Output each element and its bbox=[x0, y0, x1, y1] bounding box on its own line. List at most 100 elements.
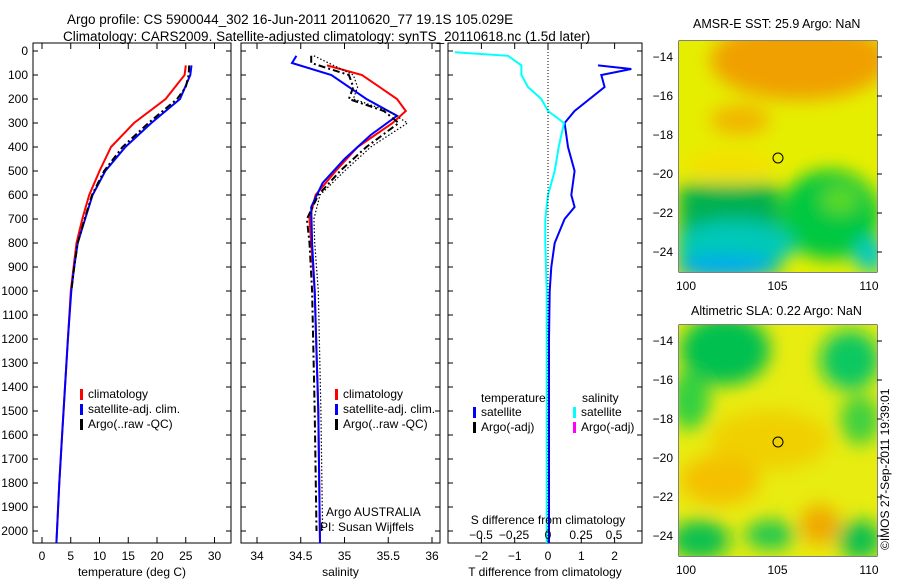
map-y-tick-label: −22 bbox=[653, 490, 674, 504]
map-x-tick-label: 105 bbox=[767, 563, 787, 577]
y-tick-label: 600 bbox=[8, 188, 28, 202]
legend-label: satellite-adj. clim. bbox=[343, 402, 435, 416]
series-line-climatology bbox=[55, 65, 187, 544]
legend-swatch bbox=[473, 407, 476, 418]
annotation-pi: PI: Susan Wijffels bbox=[320, 520, 414, 534]
title-line-2: Climatology: CARS2009. Satellite-adjuste… bbox=[63, 29, 591, 44]
sla-map-title: Altimetric SLA: 0.22 Argo: NaN bbox=[691, 304, 862, 318]
argo-location-marker bbox=[772, 436, 784, 448]
legend-label: Argo(..raw -QC) bbox=[343, 417, 428, 431]
x-tick-label: 0 bbox=[545, 549, 552, 563]
plot-frame bbox=[32, 42, 232, 544]
legend-swatch bbox=[335, 404, 338, 415]
legend-label: satellite-adj. clim. bbox=[88, 402, 180, 416]
x-tick-label: 25 bbox=[179, 549, 193, 563]
y-tick-label: 1900 bbox=[1, 500, 28, 514]
map-x-tick-label: 110 bbox=[859, 563, 878, 577]
series-line-t-satellite bbox=[548, 64, 632, 543]
sst-map bbox=[679, 41, 877, 272]
s-tick-label: 0 bbox=[545, 528, 552, 542]
map-x-tick-label: 110 bbox=[859, 279, 878, 293]
y-tick-label: 1300 bbox=[1, 356, 28, 370]
y-tick-label: 1500 bbox=[1, 404, 28, 418]
x-tick-label: 36 bbox=[425, 549, 439, 563]
map-x-tick-label: 100 bbox=[676, 279, 696, 293]
map-y-tick-label: −18 bbox=[653, 412, 674, 426]
x-tick-label: 1 bbox=[578, 549, 585, 563]
legend-header-temperature: temperature bbox=[481, 391, 546, 405]
map-y-tick-label: −24 bbox=[653, 529, 674, 543]
legend-swatch bbox=[335, 419, 338, 430]
map-y-tick-label: −18 bbox=[653, 128, 674, 142]
series-line-argo-raw-qc- bbox=[70, 65, 191, 292]
annotation-argo-australia: Argo AUSTRALIA bbox=[326, 505, 421, 519]
y-tick-label: 300 bbox=[8, 116, 28, 130]
x-axis-label: T difference from climatology bbox=[468, 565, 622, 579]
x-tick-label: 15 bbox=[122, 549, 136, 563]
y-tick-label: 0 bbox=[21, 44, 28, 58]
map-x-tick-label: 105 bbox=[767, 279, 787, 293]
sla-map bbox=[679, 325, 877, 556]
legend-label: climatology bbox=[88, 387, 148, 401]
s-tick-label: 0.5 bbox=[606, 528, 623, 542]
x-tick-label: 0 bbox=[39, 549, 46, 563]
x-tick-label: 35.5 bbox=[377, 549, 401, 563]
map-y-tick-label: −20 bbox=[653, 167, 674, 181]
map-y-tick-label: −24 bbox=[653, 245, 674, 259]
x-tick-label: 34 bbox=[250, 549, 264, 563]
legend-header-salinity: salinity bbox=[582, 391, 619, 405]
plot-frame bbox=[447, 42, 643, 544]
s-tick-label: 0.25 bbox=[569, 528, 593, 542]
x-axis-label: temperature (deg C) bbox=[78, 565, 186, 579]
series-line-argo-raw-qc- bbox=[305, 55, 401, 532]
map-y-tick-label: −20 bbox=[653, 451, 674, 465]
x-tick-label: 10 bbox=[93, 549, 107, 563]
plot-frame bbox=[240, 42, 441, 544]
x-tick-label: 5 bbox=[67, 549, 74, 563]
y-tick-label: 400 bbox=[8, 140, 28, 154]
sst-map-title: AMSR-E SST: 25.9 Argo: NaN bbox=[693, 17, 861, 31]
y-tick-label: 1200 bbox=[1, 332, 28, 346]
legend-label: Argo(-adj) bbox=[481, 420, 534, 434]
series-line-satellite-adj-clim- bbox=[55, 65, 193, 544]
y-tick-label: 1800 bbox=[1, 476, 28, 490]
legend-swatch bbox=[335, 389, 338, 400]
legend-label: satellite bbox=[481, 405, 522, 419]
y-tick-label: 900 bbox=[8, 260, 28, 274]
legend-label: satellite bbox=[581, 405, 622, 419]
legend-label: Argo(..raw -QC) bbox=[88, 417, 173, 431]
x-tick-label: 35 bbox=[338, 549, 352, 563]
y-tick-label: 200 bbox=[8, 92, 28, 106]
legend-label: climatology bbox=[343, 387, 403, 401]
y-tick-label: 1600 bbox=[1, 428, 28, 442]
map-y-tick-label: −22 bbox=[653, 206, 674, 220]
x-tick-label: −1 bbox=[508, 549, 522, 563]
x-tick-label: 2 bbox=[611, 549, 618, 563]
argo-location-marker bbox=[772, 152, 784, 164]
title-line-1: Argo profile: CS 5900044_302 16-Jun-2011… bbox=[67, 12, 514, 27]
map-y-tick-label: −16 bbox=[653, 89, 674, 103]
legend-swatch bbox=[573, 422, 576, 433]
map-y-tick-label: −14 bbox=[653, 50, 674, 64]
y-tick-label: 2000 bbox=[1, 524, 28, 538]
series-line-satellite-adj-clim- bbox=[290, 55, 399, 544]
legend-label: Argo(-adj) bbox=[581, 420, 634, 434]
map-y-tick-label: −14 bbox=[653, 334, 674, 348]
s-axis-label: S difference from climatology bbox=[471, 513, 626, 527]
series-line-climatology bbox=[308, 64, 408, 544]
x-axis-label: salinity bbox=[322, 565, 359, 579]
y-tick-label: 800 bbox=[8, 236, 28, 250]
series-line-s-satellite bbox=[454, 51, 566, 543]
s-tick-label: −0.25 bbox=[499, 528, 530, 542]
y-tick-label: 700 bbox=[8, 212, 28, 226]
x-tick-label: 20 bbox=[150, 549, 164, 563]
y-tick-label: 1100 bbox=[2, 308, 28, 322]
y-tick-label: 500 bbox=[8, 164, 28, 178]
map-y-tick-label: −16 bbox=[653, 373, 674, 387]
x-tick-label: 34.5 bbox=[289, 549, 313, 563]
legend-swatch bbox=[473, 422, 476, 433]
x-tick-label: 30 bbox=[208, 549, 222, 563]
legend-swatch bbox=[80, 404, 83, 415]
legend-swatch bbox=[573, 407, 576, 418]
